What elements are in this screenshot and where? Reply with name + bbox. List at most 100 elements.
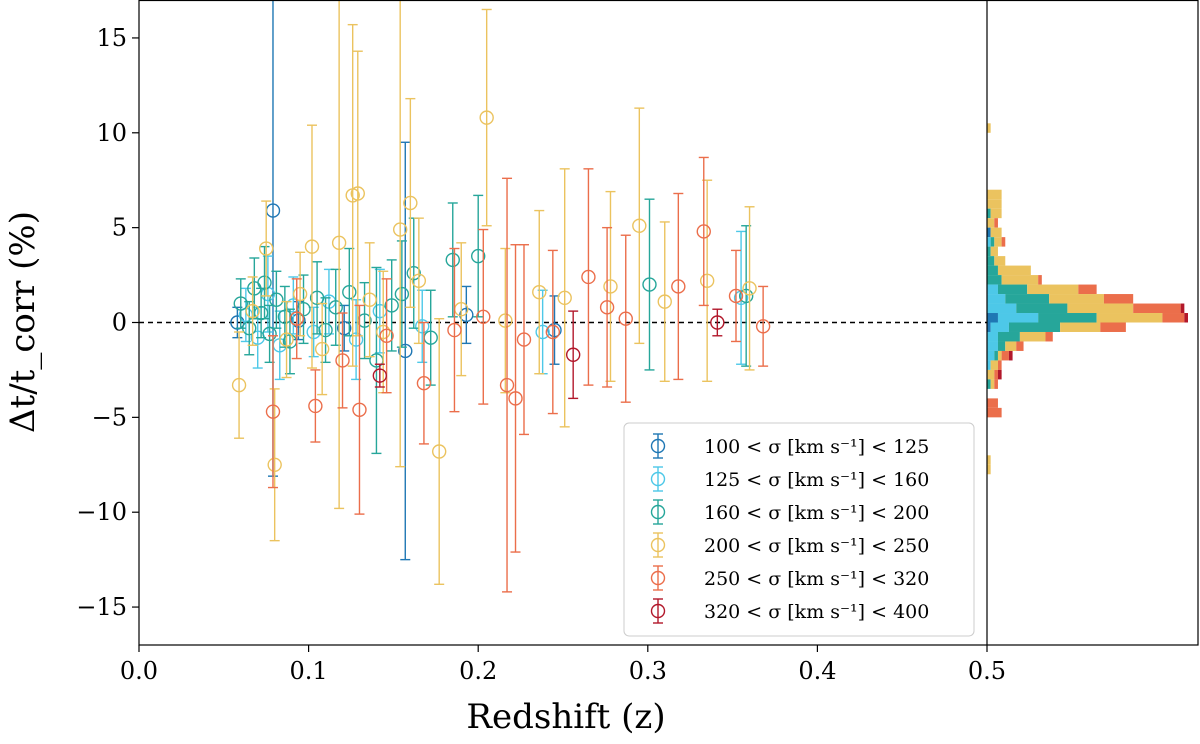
histogram-segment <box>987 313 998 323</box>
main-plot-area <box>139 0 987 593</box>
point-marker <box>379 328 394 343</box>
point-marker <box>710 315 725 330</box>
histogram-segment <box>1016 341 1024 351</box>
data-point <box>411 217 427 345</box>
y-tick-label: 0 <box>112 309 127 337</box>
point-marker <box>372 368 388 383</box>
point-marker <box>498 313 513 328</box>
histogram-segment <box>990 246 998 257</box>
data-point <box>331 0 347 510</box>
data-point <box>696 156 711 307</box>
series-2 <box>238 230 749 381</box>
histogram-bin <box>987 218 998 228</box>
histogram-segment <box>987 256 995 266</box>
legend-label: 125 < σ [km s⁻¹] < 160 <box>704 469 929 491</box>
histogram-segment <box>994 379 998 389</box>
histogram-segment <box>987 218 995 228</box>
data-point <box>699 179 715 383</box>
data-point <box>415 289 430 364</box>
point-marker <box>581 269 596 285</box>
histogram-segment <box>1100 322 1126 332</box>
histogram-bin <box>987 313 1188 323</box>
point-marker <box>416 376 432 391</box>
histogram-bin <box>987 189 1002 200</box>
point-marker <box>269 292 284 307</box>
data-point <box>231 331 247 439</box>
histogram-segment <box>1001 275 1039 285</box>
data-point <box>416 321 432 445</box>
point-marker <box>331 235 347 251</box>
data-point <box>257 245 272 320</box>
histogram-segment <box>997 360 1002 370</box>
data-point <box>267 388 282 542</box>
data-point <box>369 266 384 455</box>
histogram-segment <box>1008 322 1061 332</box>
histogram-bin <box>987 284 1097 295</box>
series-5 <box>265 156 771 593</box>
point-marker <box>245 303 260 319</box>
data-point <box>406 217 421 329</box>
histogram-bin <box>987 331 1053 342</box>
y-tick-label: −15 <box>76 593 127 621</box>
data-point <box>565 310 581 400</box>
point-marker <box>728 288 744 304</box>
data-point <box>269 270 284 329</box>
histogram-bin <box>987 398 998 408</box>
legend-marker <box>650 471 666 487</box>
data-point <box>479 8 494 227</box>
histogram-segment <box>1078 284 1097 295</box>
histogram-segment <box>997 369 1002 380</box>
y-axis-title: Δt/t_corr (%) <box>3 211 43 433</box>
point-marker <box>242 320 257 336</box>
data-point <box>603 190 618 383</box>
data-point <box>459 285 474 345</box>
histogram-segment <box>987 369 995 380</box>
data-point <box>233 278 248 329</box>
legend-entry: 320 < σ [km s⁻¹] < 400 <box>650 598 929 624</box>
histogram-segment <box>987 341 998 351</box>
histogram-segment <box>1060 322 1101 332</box>
histogram-bin <box>987 123 991 133</box>
data-point <box>306 306 321 358</box>
histogram-segment <box>987 284 998 295</box>
point-marker <box>308 398 323 414</box>
histogram-segment <box>1038 313 1097 323</box>
histogram-segment <box>987 303 1017 314</box>
data-point <box>362 242 377 358</box>
histogram-segment <box>997 265 1031 276</box>
data-point <box>710 308 725 337</box>
y-tick-label: 10 <box>96 119 127 147</box>
legend-label: 320 < σ [km s⁻¹] < 400 <box>704 601 929 623</box>
data-point <box>304 124 320 369</box>
point-marker <box>376 324 391 340</box>
y-tick-label: 5 <box>112 214 127 242</box>
histogram-segment <box>1067 303 1134 314</box>
histogram-segment <box>997 331 1020 342</box>
histogram-segment <box>987 275 1002 285</box>
data-point <box>279 300 294 379</box>
point-marker <box>304 239 320 254</box>
histogram-panel <box>987 123 1188 475</box>
data-point <box>498 247 513 394</box>
point-marker <box>259 241 274 256</box>
histogram-bin <box>987 208 1002 219</box>
histogram-segment <box>987 407 1002 418</box>
y-tick-label: 15 <box>96 24 127 52</box>
point-marker <box>516 332 532 347</box>
histogram-segment <box>994 369 998 380</box>
legend-entry: 125 < σ [km s⁻¹] < 160 <box>650 466 929 492</box>
histogram-segment <box>994 237 1002 247</box>
series-4 <box>231 0 757 585</box>
point-marker <box>431 444 447 459</box>
data-point <box>392 0 408 468</box>
point-marker <box>289 311 304 326</box>
data-point <box>471 194 486 318</box>
histogram-bin <box>987 455 991 465</box>
histogram-bin <box>987 464 991 475</box>
x-tick-label: 0.2 <box>459 657 497 685</box>
point-marker <box>350 186 365 201</box>
legend-entry: 100 < σ [km s⁻¹] < 125 <box>650 433 929 459</box>
point-marker <box>314 341 330 357</box>
data-point <box>376 270 391 394</box>
